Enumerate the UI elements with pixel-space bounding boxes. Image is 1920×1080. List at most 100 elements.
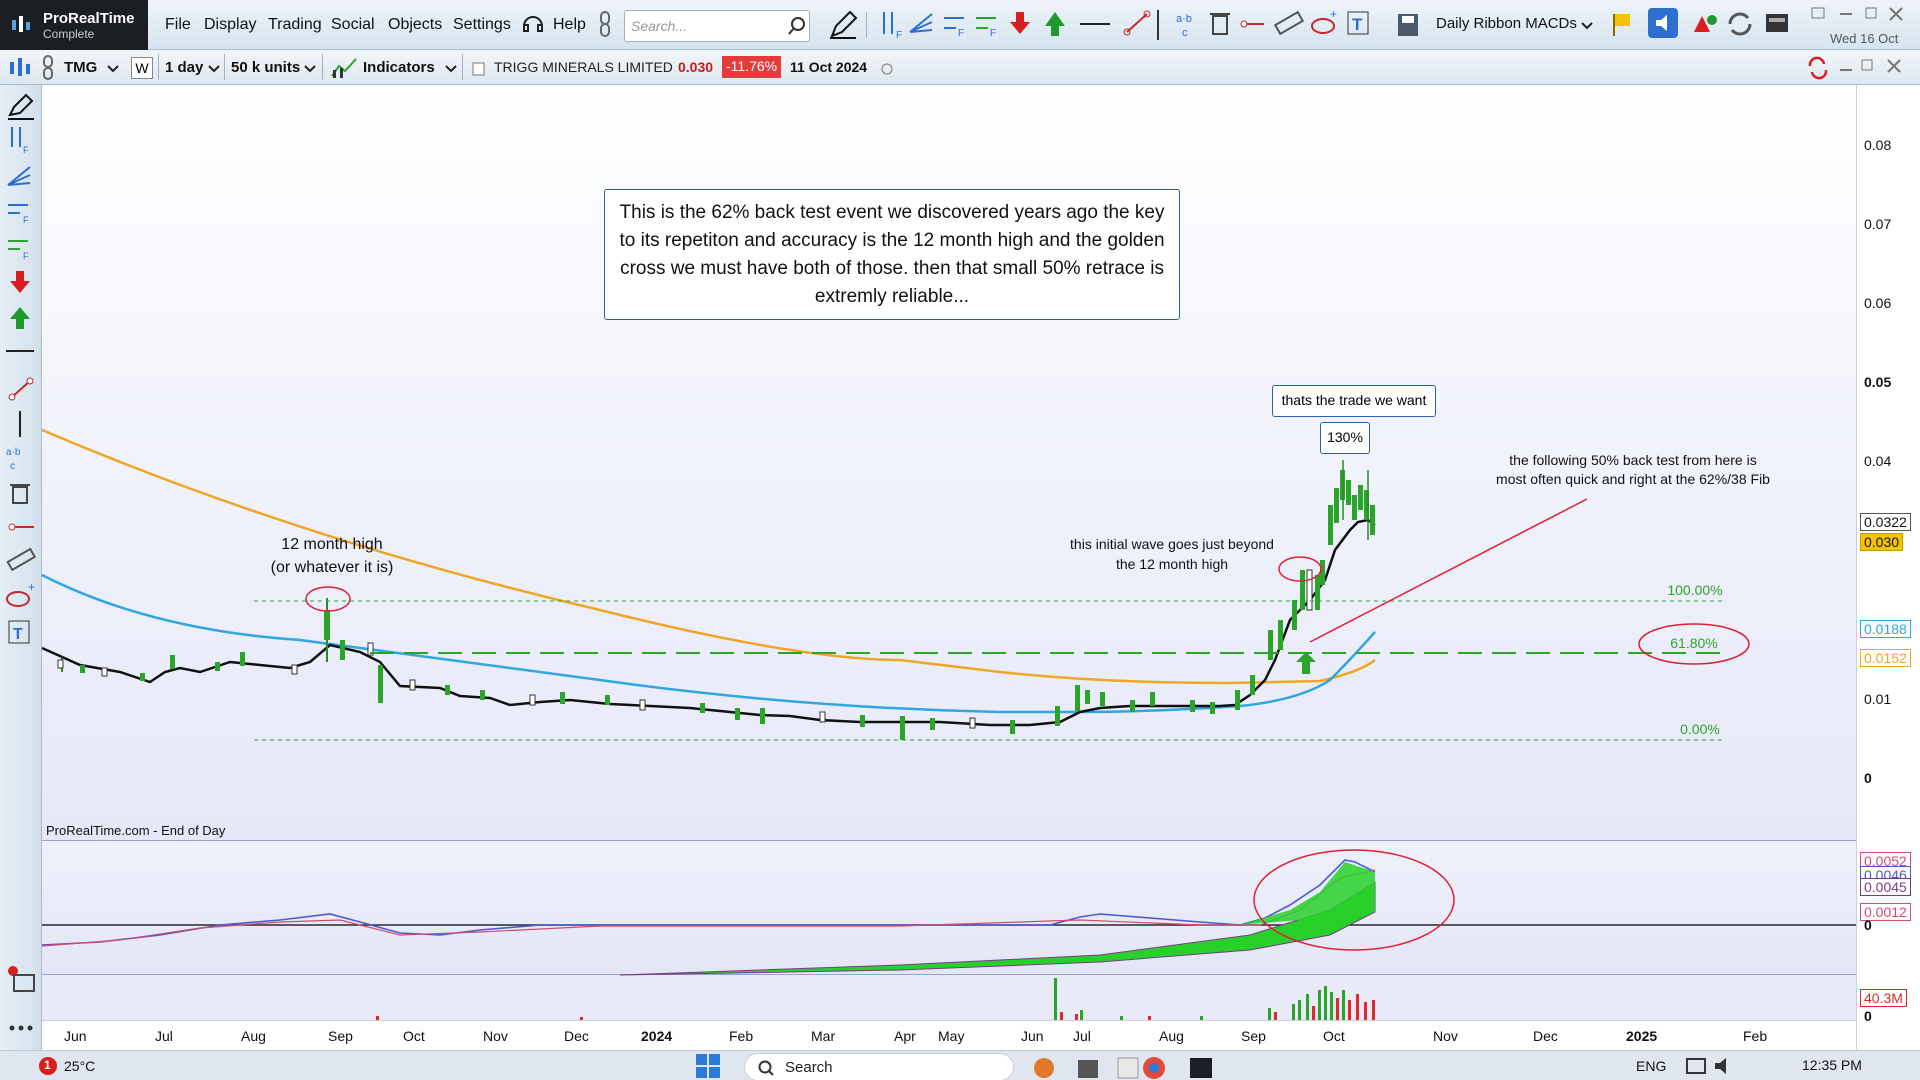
macd-zero-label: 0 [1864,917,1872,933]
menu-file[interactable]: File [165,16,191,33]
sma-blue-tag: 0.0188 [1860,620,1911,638]
sell-arrow-icon [1010,12,1030,34]
svg-text:+: + [1330,7,1337,21]
info-icon[interactable] [472,62,486,76]
text-icon: T [8,620,30,644]
alerts-panel-icon[interactable] [6,965,40,999]
ticker-selector[interactable]: TMG [64,59,98,76]
more-tools-icon[interactable] [8,1023,36,1033]
y-tick-008: 0.08 [1864,137,1892,153]
annotation-12m-line1[interactable]: 12 month high [281,536,383,553]
notification-badge-icon[interactable] [38,1056,58,1076]
pencil-icon [8,93,34,120]
period-w-button[interactable]: W [131,57,153,79]
chevron-down-icon[interactable] [304,65,316,73]
svg-text:F: F [990,28,996,39]
brand-logo: ProRealTime Complete [0,0,148,50]
search-icon[interactable] [787,16,807,36]
sma-orange-tag: 0.0152 [1860,649,1911,667]
search-input[interactable]: Search... [624,10,810,42]
annotation-wave-line2[interactable]: the 12 month high [1115,556,1229,572]
timeframe-selector[interactable]: 1 day [165,59,204,76]
trash-icon [1210,13,1230,35]
candlesticks [57,460,1375,740]
taskbar-app-icons[interactable] [1030,1052,1230,1080]
chart-link-icon[interactable] [40,54,56,82]
link-chain-icon[interactable] [596,10,614,40]
menu-social[interactable]: Social [331,16,375,33]
chart-candles-icon[interactable] [8,56,32,80]
volume-panel[interactable] [42,974,1856,1020]
annotation-main-box[interactable]: This is the 62% back test event we disco… [604,189,1180,320]
volume-tag: 40.3M [1860,989,1907,1007]
x-tick-feb: Feb [729,1028,754,1044]
headset-icon[interactable] [520,12,546,38]
menu-settings[interactable]: Settings [453,16,511,33]
x-tick-nov-2024: Nov [1433,1028,1458,1044]
indicators-button[interactable]: Indicators [363,59,435,76]
x-tick-2025: 2025 [1626,1028,1658,1044]
annotation-trend-line [1309,498,1588,643]
y-tick-005: 0.05 [1864,374,1892,390]
candles-logo-icon [12,16,30,32]
ema-black-line [41,518,1376,727]
workspace-selector[interactable]: Daily Ribbon MACDs [1436,15,1577,32]
trash-icon [10,484,30,504]
fib-fan-icon [909,13,933,33]
volume-bars [376,978,1375,1020]
chevron-down-icon[interactable] [445,65,457,73]
keyboard-icon [1766,14,1788,32]
time-axis[interactable] [42,1020,1856,1050]
x-tick-dec: Dec [564,1028,589,1044]
annotation-12m-line2[interactable]: (or whatever it is) [270,559,394,576]
vertical-lines-icon: F [883,12,902,41]
annotation-backtest-line1[interactable]: the following 50% back test from here is [1509,452,1757,468]
menu-display[interactable]: Display [204,16,257,33]
annotation-trade-box[interactable]: thats the trade we want [1272,385,1436,417]
abc-icon: a·b c [6,447,21,472]
weather-temp[interactable]: 25°C [64,1058,96,1074]
taskbar-search-label: Search [785,1059,833,1076]
chevron-down-icon[interactable] [208,65,220,73]
chart-window-controls[interactable] [1808,56,1908,80]
last-price-tag: 0.030 [1860,533,1904,551]
drawing-toolbar-icons[interactable]: F F F a·b c + T [878,7,1398,42]
search-icon [758,1060,774,1076]
tray-icons[interactable] [1685,1055,1745,1079]
pencil-tool-icon[interactable] [828,10,858,40]
chevron-down-icon[interactable] [107,65,119,73]
svg-text:c: c [1182,27,1188,39]
macd-slow-line [41,869,1376,947]
flag-icon [1613,14,1630,36]
save-layout-icon[interactable] [1396,12,1422,38]
x-tick-aug: Aug [241,1028,266,1044]
x-tick-sep-2024: Sep [1241,1028,1266,1044]
annotation-backtest-line2[interactable]: most often quick and right at the 62%/38… [1496,471,1770,487]
ellipse-icon: + [6,580,35,607]
fib-100-label: 100.00% [1667,582,1723,598]
windows-start-icon[interactable] [694,1052,722,1080]
status-icons[interactable] [1610,8,1810,40]
macd-ribbon-panel[interactable] [42,840,1856,974]
menu-help[interactable]: Help [553,16,586,33]
trendline-icon [8,377,34,401]
x-tick-feb-2025: Feb [1743,1028,1768,1044]
data-source-label: ProRealTime.com - End of Day [46,823,226,838]
toolbar-separator [322,54,323,80]
macd-tag-d: 0.0012 [1860,903,1911,921]
menu-objects[interactable]: Objects [388,16,443,33]
quote-date: 11 Oct 2024 [790,59,868,75]
menu-trading[interactable]: Trading [268,16,322,33]
chevron-down-icon[interactable] [1580,21,1594,31]
units-selector[interactable]: 50 k units [231,59,301,76]
x-tick-jun: Jun [64,1028,87,1044]
language-indicator[interactable]: ENG [1636,1058,1667,1074]
left-tool-icons[interactable]: F F F a·b c + T [0,85,42,685]
annotation-pct-box[interactable]: 130% [1320,422,1370,454]
window-controls-icons[interactable] [1810,6,1910,26]
sma-orange-line [41,428,1376,685]
taskbar-search-box[interactable]: Search [744,1053,1014,1080]
indicators-icon[interactable] [330,56,358,80]
annotation-wave-line1[interactable]: this initial wave goes just beyond [1070,536,1274,552]
